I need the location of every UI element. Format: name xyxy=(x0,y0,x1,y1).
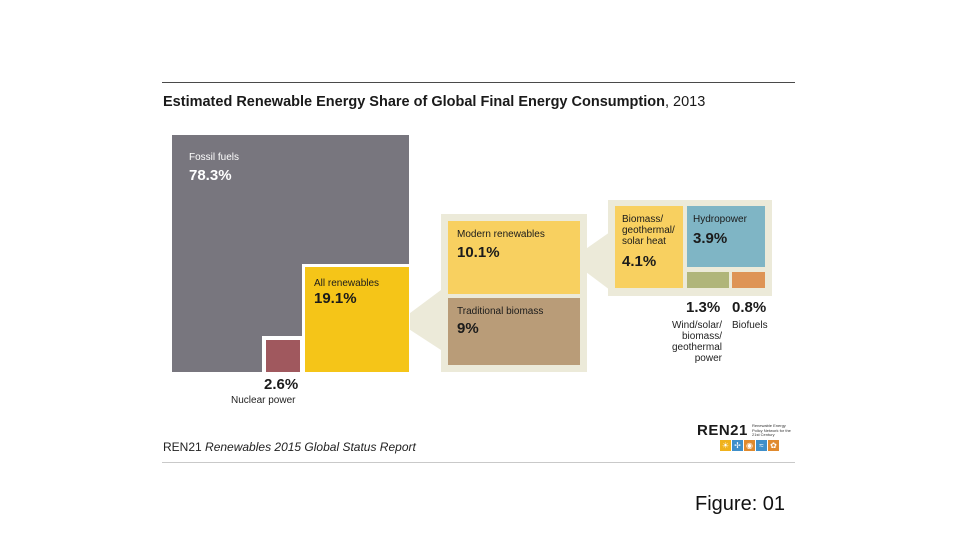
caption-wind-solar-4: power xyxy=(694,353,722,364)
label-hydropower: Hydropower xyxy=(693,214,747,225)
caption-biofuels: Biofuels xyxy=(732,320,768,331)
title-main: Estimated Renewable Energy Share of Glob… xyxy=(163,94,665,110)
value-fossil-fuels: 78.3% xyxy=(189,167,232,184)
top-rule xyxy=(162,82,795,83)
wind-icon: ✢ xyxy=(732,440,743,451)
chart-title: Estimated Renewable Energy Share of Glob… xyxy=(163,94,705,110)
flame-icon: ◉ xyxy=(744,440,755,451)
value-biofuels: 0.8% xyxy=(732,299,767,316)
label-biomass-heat-1: Biomass/ xyxy=(622,214,664,225)
block-all-renewables xyxy=(305,267,409,372)
connector-modern xyxy=(570,232,610,290)
value-hydropower: 3.9% xyxy=(693,230,728,247)
source-note: REN21 Renewables 2015 Global Status Repo… xyxy=(163,440,416,454)
source-report: Renewables 2015 Global Status Report xyxy=(205,440,416,454)
logo-tagline: Renewable Energy Policy Network for the … xyxy=(752,423,791,437)
block-traditional-biomass xyxy=(448,298,580,365)
ren21-logo: REN21 xyxy=(697,422,748,439)
value-nuclear-power: 2.6% xyxy=(264,376,299,393)
bottom-rule xyxy=(162,462,795,463)
logo-name-b: 21 xyxy=(730,422,748,439)
block-nuclear-power-fill xyxy=(266,340,300,372)
caption-wind-solar-2: biomass/ xyxy=(681,331,722,342)
logo-name-a: REN xyxy=(697,422,731,439)
caption-nuclear-power: Nuclear power xyxy=(231,395,296,406)
title-year: , 2013 xyxy=(664,94,706,110)
logo-icons: ☀ ✢ ◉ ≈ ✿ xyxy=(720,440,779,451)
block-wind-solar-power xyxy=(687,272,729,288)
caption-wind-solar-1: Wind/solar/ xyxy=(671,320,722,331)
label-fossil-fuels: Fossil fuels xyxy=(189,152,240,163)
value-biomass-heat: 4.1% xyxy=(622,253,657,270)
water-icon: ≈ xyxy=(756,440,767,451)
caption-wind-solar-3: geothermal xyxy=(671,342,722,353)
block-hydropower xyxy=(687,206,765,267)
value-modern-renewables: 10.1% xyxy=(457,244,500,261)
figure-label: Figure: 01 xyxy=(695,493,786,515)
block-modern-renewables xyxy=(448,221,580,294)
value-all-renewables: 19.1% xyxy=(314,290,357,307)
value-traditional-biomass: 9% xyxy=(457,320,479,337)
label-traditional-biomass: Traditional biomass xyxy=(457,306,544,317)
label-modern-renewables: Modern renewables xyxy=(457,229,545,240)
source-org: REN21 xyxy=(163,440,202,454)
label-biomass-heat-3: solar heat xyxy=(622,236,666,247)
block-biofuels xyxy=(732,272,765,288)
label-all-renewables: All renewables xyxy=(314,278,380,289)
block-biomass-heat xyxy=(615,206,683,288)
connector-renewables xyxy=(398,290,441,350)
label-biomass-heat-2: geothermal/ xyxy=(622,225,675,236)
value-wind-solar-power: 1.3% xyxy=(686,299,721,316)
leaf-icon: ✿ xyxy=(768,440,779,451)
sun-icon: ☀ xyxy=(720,440,731,451)
